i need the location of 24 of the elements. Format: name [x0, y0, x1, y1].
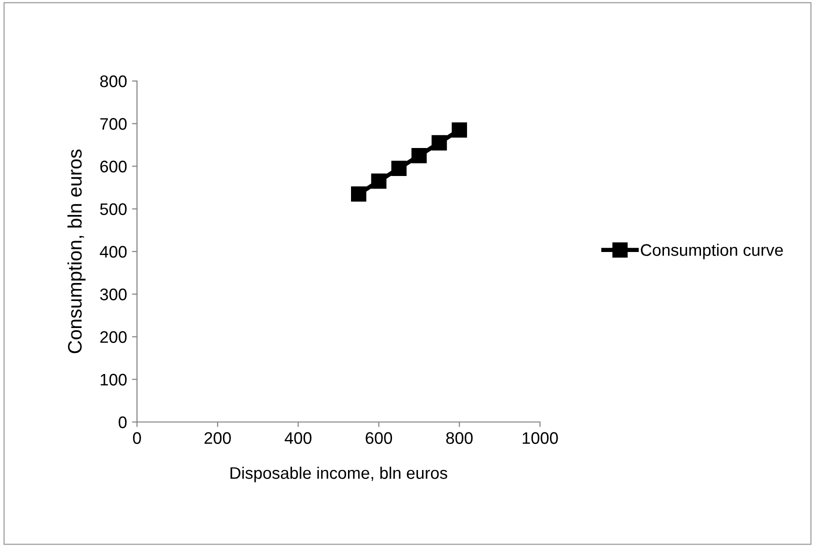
- x-tick-label: 800: [446, 432, 473, 444]
- y-tick-label: 800: [100, 75, 127, 88]
- point: [391, 160, 407, 176]
- x-tick-label: 200: [204, 432, 231, 444]
- point: [452, 122, 468, 138]
- y-tick-label: 400: [100, 246, 127, 258]
- legend-label: Consumption curve: [640, 244, 783, 260]
- point: [351, 186, 366, 202]
- point: [411, 148, 427, 164]
- y-tick-label: 200: [100, 331, 127, 343]
- y-tick-label: 500: [100, 203, 127, 216]
- y-tick-label: 700: [100, 118, 127, 130]
- x-tick-label: 400: [284, 432, 312, 444]
- y-tick-label: 600: [100, 160, 127, 172]
- y-tick-label: 0: [118, 416, 127, 428]
- x-axis-title: Disposable income, bln euros: [230, 466, 448, 482]
- x-tick-label: 1000: [522, 432, 558, 444]
- point: [432, 135, 447, 150]
- y-tick-label: 300: [100, 288, 127, 300]
- y-axis-title: Consumption, bln euros: [67, 150, 86, 354]
- y-tick-label: 100: [100, 374, 127, 386]
- x-tick-label: 0: [133, 432, 141, 444]
- x-tick-label: 600: [366, 432, 392, 444]
- point: [371, 174, 386, 189]
